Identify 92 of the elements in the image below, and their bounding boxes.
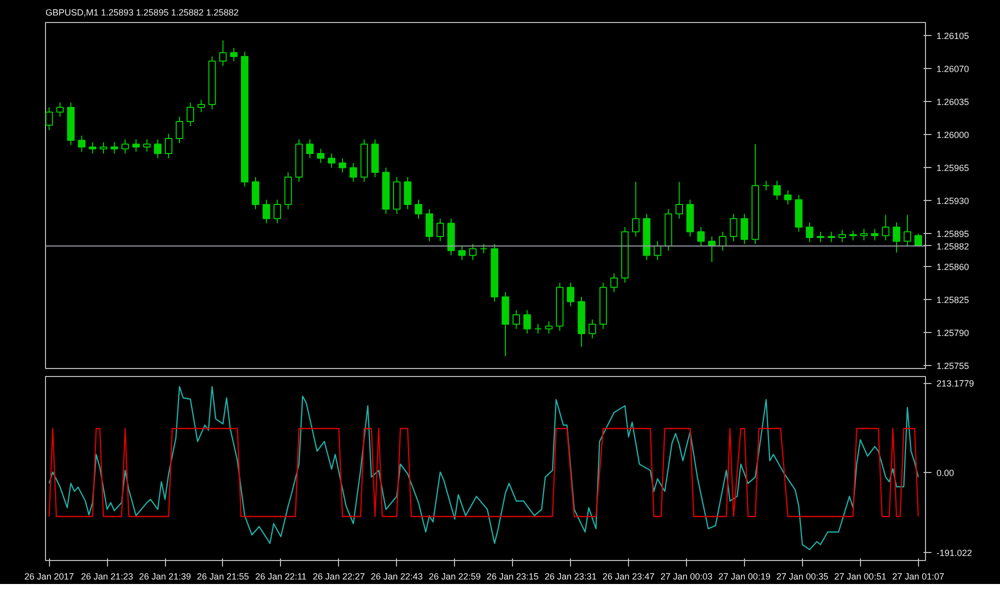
candlestick <box>904 214 912 246</box>
y-tick-label: -191.022 <box>936 548 972 558</box>
candlestick <box>100 142 108 154</box>
candlestick <box>46 106 53 130</box>
candlestick <box>588 318 596 339</box>
candlestick <box>458 245 466 261</box>
candlestick <box>632 181 640 238</box>
y-tick-label: 1.26105 <box>936 31 970 42</box>
x-tick-label: 26 Jan 22:43 <box>370 572 423 582</box>
candlestick <box>176 116 184 144</box>
candlestick <box>230 47 238 62</box>
x-tick-label: 26 Jan 23:31 <box>544 572 597 582</box>
x-tick-label: 27 Jan 00:35 <box>776 572 828 582</box>
candlestick <box>143 138 151 152</box>
candlestick <box>806 222 814 243</box>
candlestick <box>469 244 477 261</box>
y-tick-label: 1.25895 <box>936 229 970 240</box>
y-tick-label: 1.26000 <box>936 130 970 140</box>
candlestick <box>740 213 748 245</box>
y-tick-label: 1.25860 <box>936 262 970 272</box>
candlestick <box>892 222 900 254</box>
candlestick <box>730 213 738 242</box>
candlestick <box>78 135 86 152</box>
candlestick <box>121 138 129 154</box>
y-tick-label: 0.00 <box>936 468 954 478</box>
line-series <box>48 386 919 550</box>
candlestick <box>718 231 726 252</box>
candlestick <box>871 228 879 241</box>
candlestick <box>675 181 684 220</box>
candlestick <box>762 180 770 191</box>
candlestick <box>838 229 846 243</box>
candlestick <box>849 230 857 241</box>
candlestick <box>512 310 520 330</box>
candlestick <box>154 138 162 159</box>
y-tick-label: 1.25930 <box>936 196 970 206</box>
y-tick-label: 1.25755 <box>936 361 970 372</box>
candlestick <box>219 40 227 66</box>
x-tick-label: 27 Jan 00:03 <box>660 572 713 582</box>
candlestick <box>784 190 792 205</box>
y-tick-label: 1.25825 <box>936 295 970 306</box>
candlestick <box>56 102 64 118</box>
x-tick-label: 26 Jan 22:27 <box>312 572 365 582</box>
candlestick <box>306 138 314 159</box>
candlestick <box>882 214 890 241</box>
candlestick <box>697 226 705 246</box>
x-tick-label: 26 Jan 21:39 <box>138 572 192 582</box>
candlestick <box>110 142 118 154</box>
candlestick <box>197 99 205 113</box>
candlestick <box>274 199 282 224</box>
candlestick <box>545 320 553 334</box>
candlestick <box>426 208 434 242</box>
x-tick-label: 26 Jan 23:47 <box>602 572 655 582</box>
x-tick-label: 26 Jan 22:59 <box>428 572 481 582</box>
x-tick-label: 27 Jan 01:07 <box>892 572 944 582</box>
y-tick-label: 213.1779 <box>936 378 974 389</box>
x-tick-label: 26 Jan 23:15 <box>486 572 539 582</box>
candlestick <box>773 180 781 200</box>
x-tick-label: 26 Jan 21:23 <box>81 572 134 582</box>
x-tick-label: 26 Jan 2017 <box>24 572 74 582</box>
candlestick <box>350 162 358 182</box>
candlestick <box>316 148 324 164</box>
y-tick-label: 1.26035 <box>936 97 970 108</box>
candlestick <box>404 176 412 210</box>
candlestick <box>328 153 336 168</box>
candlestick <box>88 142 96 154</box>
x-tick-label: 26 Jan 22:11 <box>255 572 307 582</box>
candlestick <box>828 231 836 243</box>
x-tick-label: 27 Jan 00:51 <box>834 572 886 582</box>
ref-line-label: 1.25882 <box>936 241 970 252</box>
candlestick <box>262 199 270 224</box>
candlestick <box>436 218 444 242</box>
y-tick-label: 1.25965 <box>936 163 970 174</box>
x-tick-label: 27 Jan 00:19 <box>718 572 770 582</box>
candlestick <box>816 231 824 243</box>
candlestick <box>480 244 488 254</box>
candlestick <box>914 233 922 246</box>
candlestick <box>132 138 140 152</box>
candlestick <box>252 176 260 210</box>
candlestick <box>164 133 172 159</box>
candlestick <box>610 272 618 293</box>
candlestick <box>186 102 194 127</box>
candlestick <box>414 199 422 220</box>
candlestick <box>654 240 662 261</box>
y-tick-label: 1.25790 <box>936 328 970 338</box>
candlestick <box>534 324 542 334</box>
y-tick-label: 1.26070 <box>936 64 970 74</box>
candlestick <box>338 158 346 173</box>
candlestick <box>523 310 531 334</box>
candlestick <box>566 282 574 307</box>
candlestick <box>860 228 868 241</box>
x-tick-label: 26 Jan 21:55 <box>196 572 249 582</box>
chart-title: GBPUSD,M1 1.25893 1.25895 1.25882 1.25882 <box>46 8 239 18</box>
